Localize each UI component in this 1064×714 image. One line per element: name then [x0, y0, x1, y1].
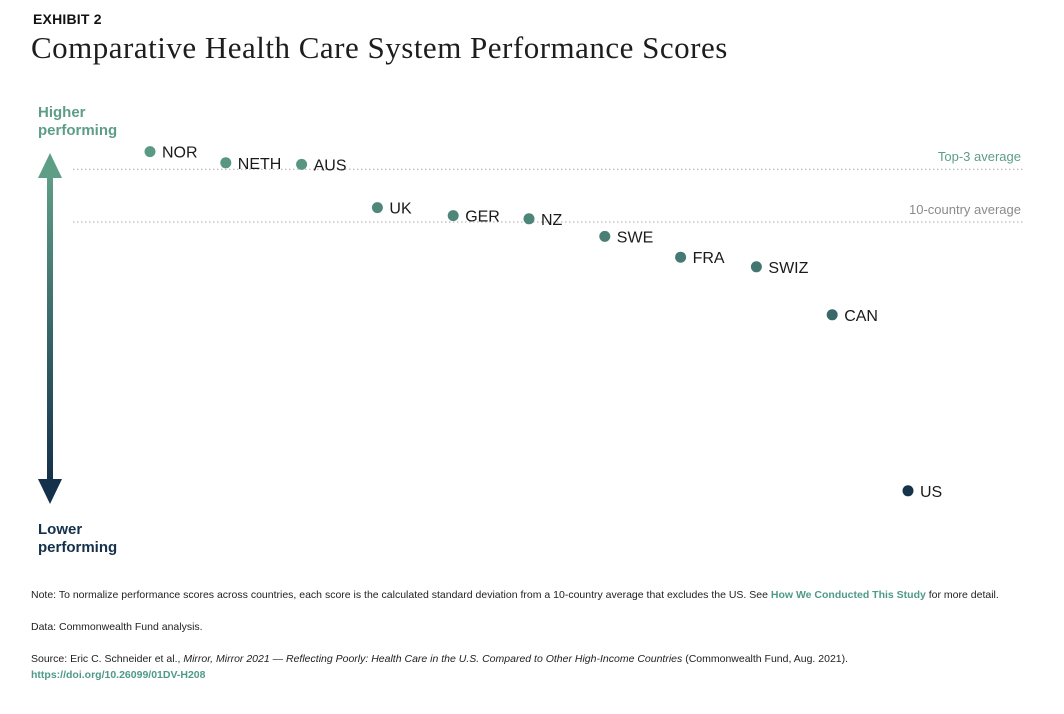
source-prefix: Source: Eric C. Schneider et al.,: [31, 653, 184, 665]
axis-bottom-label-line2: performing: [38, 539, 117, 556]
data-point: [826, 309, 838, 321]
data-point: [599, 230, 611, 242]
arrow-down-head: [38, 479, 62, 504]
data-source: Data: Commonwealth Fund analysis.: [31, 621, 203, 633]
axis-bottom-label-line1: Lower: [38, 521, 82, 538]
source-title: Mirror, Mirror 2021 — Reflecting Poorly:…: [183, 653, 683, 665]
data-point-label: AUS: [314, 157, 347, 174]
data-point-label: US: [920, 484, 942, 501]
footnotes: Note: To normalize performance scores ac…: [31, 587, 1031, 699]
note-text: Note: To normalize performance scores ac…: [31, 589, 771, 601]
data-point-label: NETH: [238, 156, 282, 173]
data-point-label: CAN: [844, 308, 878, 325]
note: Note: To normalize performance scores ac…: [31, 587, 1031, 603]
arrow-up-head: [38, 153, 62, 178]
performance-arrow: [38, 153, 62, 504]
reference-lines: Top-3 average 10-country average: [73, 149, 1024, 223]
data-point: [220, 157, 232, 169]
data-point-label: SWE: [617, 229, 653, 246]
data-point-label: NOR: [162, 145, 198, 162]
data-point: [902, 485, 914, 497]
chart-title: Comparative Health Care System Performan…: [31, 30, 728, 65]
data-point-label: NZ: [541, 212, 563, 229]
note-suffix: for more detail.: [925, 589, 999, 601]
data-point-label: FRA: [693, 250, 725, 267]
doi-link[interactable]: https://doi.org/10.26099/01DV-H208: [31, 669, 206, 681]
data-point: [750, 261, 762, 273]
data-point: [675, 251, 687, 263]
exhibit-label: EXHIBIT 2: [33, 11, 102, 27]
data-point: [447, 210, 459, 222]
data-point: [523, 213, 535, 225]
reference-line-label: 10-country average: [909, 202, 1021, 217]
data-points: NOR NETH AUS UK GER NZ SWE FRA SWIZ CAN US: [144, 145, 942, 501]
axis-top-label-line2: performing: [38, 122, 117, 139]
reference-line-label: Top-3 average: [938, 149, 1021, 164]
data-point: [371, 202, 383, 214]
data-point: [144, 146, 156, 158]
data-point-label: GER: [465, 209, 500, 226]
source-suffix: (Commonwealth Fund, Aug. 2021).: [682, 653, 849, 665]
data-point-label: SWIZ: [768, 260, 808, 277]
data-point-label: UK: [389, 201, 412, 218]
methodology-link[interactable]: How We Conducted This Study: [770, 589, 926, 601]
chart: Higher performing Lower performing Top-3…: [38, 104, 1024, 556]
axis-top-label-line1: Higher: [38, 104, 86, 121]
source-citation: Source: Eric C. Schneider et al., Mirror…: [31, 651, 1031, 683]
data-point: [296, 158, 308, 170]
